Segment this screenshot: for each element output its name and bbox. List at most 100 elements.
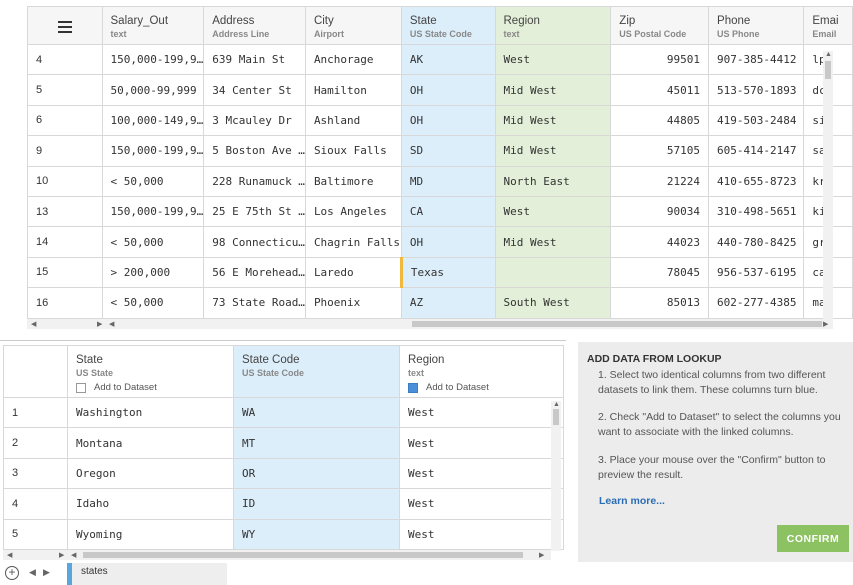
column-header[interactable]: Salary_Out text: [101, 6, 205, 45]
add-to-dataset-checkbox[interactable]: [76, 382, 86, 393]
table-cell[interactable]: Baltimore: [304, 165, 402, 197]
triangle-right-icon[interactable]: ▶: [43, 567, 50, 577]
table-cell[interactable]: Chagrin Falls: [304, 226, 402, 258]
table-cell[interactable]: 57105: [610, 135, 710, 167]
table-cell[interactable]: 3 Mcauley Dr: [203, 104, 306, 137]
table-cell[interactable]: 150,000-199,9…: [101, 135, 205, 167]
table-cell[interactable]: 45011: [610, 74, 710, 106]
lookup-table-cell[interactable]: Montana: [67, 427, 234, 459]
table-cell[interactable]: OH: [400, 226, 496, 258]
table-cell[interactable]: West: [494, 43, 612, 76]
lookup-table-cell[interactable]: Idaho: [67, 488, 234, 520]
table-cell[interactable]: 5 Boston Ave …: [203, 135, 306, 167]
table-cell[interactable]: 310-498-5651: [708, 195, 805, 228]
table-cell[interactable]: 605-414-2147: [708, 135, 805, 167]
table-cell[interactable]: AK: [400, 43, 496, 76]
scroll-left-icon[interactable]: ◀: [31, 321, 37, 328]
column-header[interactable]: Phone US Phone: [708, 6, 805, 45]
lookup-column-header[interactable]: State US State Add to Dataset: [67, 345, 234, 398]
table-cell[interactable]: Hamilton: [304, 74, 402, 106]
lookup-table-cell[interactable]: WY: [233, 518, 400, 550]
main-vertical-scroll-thumb[interactable]: [825, 61, 831, 79]
table-cell[interactable]: SD: [400, 135, 496, 167]
lookup-horizontal-scroll-thumb[interactable]: [83, 552, 523, 558]
table-cell[interactable]: 513-570-1893: [708, 74, 805, 106]
lookup-column-header[interactable]: State Code US State Code: [233, 345, 400, 398]
table-cell[interactable]: Anchorage: [304, 43, 402, 76]
lookup-table-cell[interactable]: MT: [233, 427, 400, 459]
sheet-tab-states[interactable]: states: [67, 563, 227, 585]
scroll-left-icon[interactable]: ◀: [7, 552, 13, 559]
main-horizontal-scrollbar[interactable]: ◀ ▶ ◀ ▶: [27, 319, 833, 329]
table-cell[interactable]: 44805: [610, 104, 710, 137]
table-cell[interactable]: Phoenix: [304, 287, 402, 319]
lookup-table-cell[interactable]: WA: [233, 396, 400, 429]
table-cell[interactable]: Laredo: [304, 256, 402, 289]
learn-more-link[interactable]: Learn more...: [599, 495, 665, 507]
lookup-table-cell[interactable]: West: [399, 457, 564, 490]
lookup-table-cell[interactable]: Washington: [67, 396, 234, 429]
table-cell[interactable]: 44023: [610, 226, 710, 258]
table-cell[interactable]: OH: [400, 74, 496, 106]
table-cell[interactable]: 150,000-199,9…: [101, 195, 205, 228]
lookup-table-cell[interactable]: Wyoming: [67, 518, 234, 550]
scroll-right-icon[interactable]: ▶: [823, 321, 829, 328]
table-cell[interactable]: 78045: [610, 256, 710, 289]
table-cell[interactable]: MD: [400, 165, 496, 197]
table-cell[interactable]: Ashland: [304, 104, 402, 137]
table-cell[interactable]: Los Angeles: [304, 195, 402, 228]
table-cell[interactable]: Mid West: [494, 135, 612, 167]
table-cell[interactable]: North East: [494, 165, 612, 197]
scroll-up-icon[interactable]: ▲: [825, 51, 832, 58]
table-cell[interactable]: 410-655-8723: [708, 165, 805, 197]
scroll-up-icon[interactable]: ▲: [553, 401, 560, 408]
table-cell[interactable]: Mid West: [494, 104, 612, 137]
table-cell[interactable]: West: [494, 195, 612, 228]
lookup-table-cell[interactable]: West: [399, 488, 564, 520]
table-cell[interactable]: 419-503-2484: [708, 104, 805, 137]
scroll-right-icon[interactable]: ▶: [59, 552, 65, 559]
add-to-dataset-option[interactable]: Add to Dataset: [408, 382, 563, 393]
grid-menu-button[interactable]: [27, 6, 103, 45]
lookup-horizontal-scrollbar[interactable]: ◀ ▶ ◀ ▶: [3, 550, 551, 560]
table-cell[interactable]: 73 State Road…: [203, 287, 306, 319]
table-cell[interactable]: AZ: [400, 287, 496, 319]
column-header[interactable]: Address Address Line: [203, 6, 306, 45]
lookup-vertical-scrollbar[interactable]: ▲: [551, 401, 561, 551]
lookup-table-cell[interactable]: OR: [233, 457, 400, 490]
table-cell[interactable]: 34 Center St: [203, 74, 306, 106]
scroll-right-icon[interactable]: ▶: [539, 552, 545, 559]
table-cell[interactable]: 150,000-199,9…: [101, 43, 205, 76]
table-cell[interactable]: 956-537-6195: [708, 256, 805, 289]
column-header[interactable]: Region text: [494, 6, 612, 45]
plus-circle-icon[interactable]: +: [5, 566, 19, 580]
table-cell[interactable]: Mid West: [494, 74, 612, 106]
triangle-left-icon[interactable]: ◀: [29, 567, 36, 577]
lookup-table-cell[interactable]: West: [399, 396, 564, 429]
table-cell[interactable]: 56 E Morehead…: [203, 256, 306, 289]
lookup-table-cell[interactable]: ID: [233, 488, 400, 520]
main-vertical-scrollbar[interactable]: ▲: [823, 51, 833, 320]
table-cell[interactable]: [494, 256, 612, 289]
lookup-table-cell[interactable]: West: [399, 427, 564, 459]
table-cell[interactable]: 100,000-149,9…: [101, 104, 205, 137]
table-cell[interactable]: OH: [400, 104, 496, 137]
table-cell[interactable]: Texas: [399, 256, 496, 289]
table-cell[interactable]: CA: [400, 195, 496, 228]
table-cell[interactable]: < 50,000: [101, 287, 205, 319]
lookup-vertical-scroll-thumb[interactable]: [553, 409, 559, 425]
column-header[interactable]: State US State Code: [400, 6, 496, 45]
table-cell[interactable]: < 50,000: [101, 226, 205, 258]
main-horizontal-scroll-thumb[interactable]: [412, 321, 822, 327]
table-cell[interactable]: 85013: [610, 287, 710, 319]
table-cell[interactable]: South West: [494, 287, 612, 319]
column-header[interactable]: Zip US Postal Code: [610, 6, 710, 45]
table-cell[interactable]: 99501: [610, 43, 710, 76]
table-cell[interactable]: 228 Runamuck …: [203, 165, 306, 197]
table-cell[interactable]: > 200,000: [101, 256, 205, 289]
table-cell[interactable]: 21224: [610, 165, 710, 197]
table-cell[interactable]: 907-385-4412: [708, 43, 805, 76]
table-cell[interactable]: Mid West: [494, 226, 612, 258]
scroll-left-icon[interactable]: ◀: [109, 321, 115, 328]
table-cell[interactable]: 440-780-8425: [708, 226, 805, 258]
